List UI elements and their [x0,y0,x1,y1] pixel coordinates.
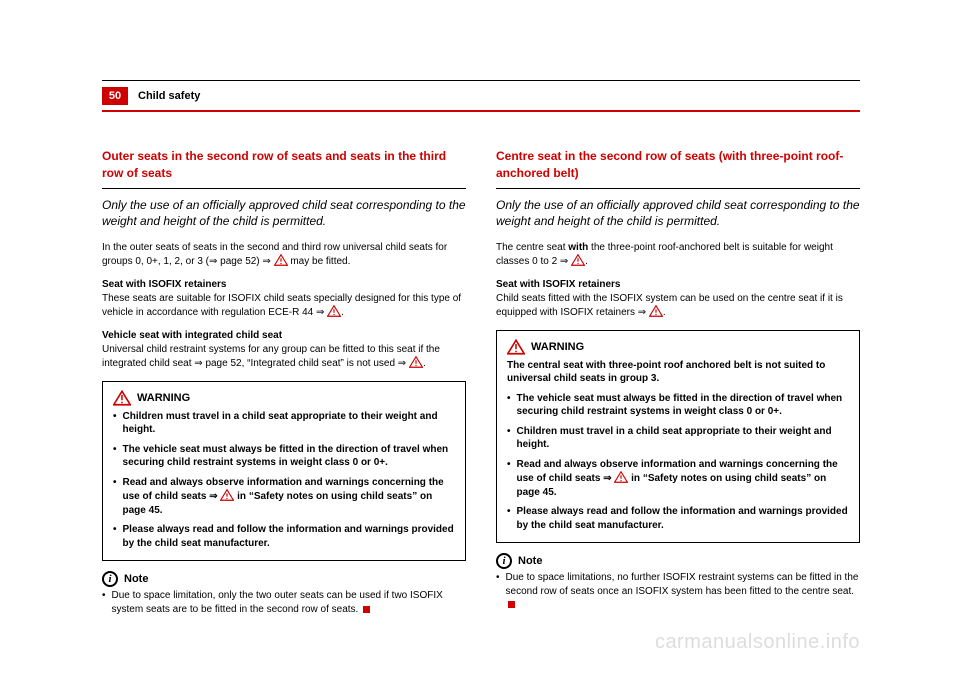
end-marker-icon [363,606,370,613]
text: . [663,307,666,318]
end-marker-icon [508,601,515,608]
page: 50 Child safety Outer seats in the secon… [0,0,960,678]
section-title: Child safety [138,90,200,102]
bullet-icon: • [507,458,511,500]
left-subhead-1: Seat with ISOFIX retainers [102,279,466,290]
text: Due to space limitations, no further ISO… [506,571,860,612]
text: Please always read and follow the inform… [123,523,455,550]
warning-header: WARNING [113,390,455,406]
left-intro: Only the use of an officially approved c… [102,197,466,229]
warning-body: The central seat with three-point roof a… [507,359,849,533]
warning-label: WARNING [531,341,584,353]
content-columns: Outer seats in the second row of seats a… [102,148,860,616]
watermark: carmanualsonline.info [655,631,860,654]
text: Read and always observe information and … [123,476,455,518]
text: may be fitted. [288,256,351,267]
text: The vehicle seat must always be fitted i… [123,443,455,470]
left-para-2: These seats are suitable for ISOFIX chil… [102,292,466,320]
warning-triangle-icon [507,339,525,355]
text: . [341,307,344,318]
text: The centre seat [496,242,568,253]
page-number: 50 [102,87,128,105]
text: Universal child restraint systems for an… [102,344,440,370]
right-column: Centre seat in the second row of seats (… [496,148,860,616]
header-rule [102,80,860,81]
right-heading: Centre seat in the second row of seats (… [496,148,860,182]
bullet-icon: • [507,392,511,419]
left-note-body: • Due to space limitation, only the two … [102,589,466,616]
info-icon: i [496,553,512,569]
left-heading: Outer seats in the second row of seats a… [102,148,466,182]
text: Due to space limitation, only the two ou… [112,590,443,615]
right-warning-box: WARNING The central seat with three-poin… [496,330,860,544]
left-para-1: In the outer seats of seats in the secon… [102,241,466,269]
note-label: Note [518,555,542,567]
left-subhead-2: Vehicle seat with integrated child seat [102,330,466,341]
text: These seats are suitable for ISOFIX chil… [102,293,461,319]
text: Children must travel in a child seat app… [517,425,849,452]
text: Due to space limitation, only the two ou… [112,589,466,616]
text: Child seats fitted with the ISOFIX syste… [496,293,843,319]
text-bold: with [568,242,588,253]
bullet-icon: • [113,443,117,470]
bullet-icon: • [113,523,117,550]
text: . [585,256,588,267]
note-label: Note [124,573,148,585]
warning-triangle-icon [327,305,341,317]
text: Children must travel in a child seat app… [123,410,455,437]
right-para-1: The centre seat with the three-point roo… [496,241,860,269]
right-subhead-1: Seat with ISOFIX retainers [496,279,860,290]
warning-header: WARNING [507,339,849,355]
text: . [423,358,426,369]
text: Due to space limitations, no further ISO… [506,572,859,597]
left-para-3: Universal child restraint systems for an… [102,343,466,371]
left-warning-box: WARNING •Children must travel in a child… [102,381,466,562]
text: The vehicle seat must always be fitted i… [517,392,849,419]
info-icon: i [102,571,118,587]
bullet-icon: • [496,571,500,612]
warning-triangle-icon [409,356,423,368]
right-note-body: • Due to space limitations, no further I… [496,571,860,612]
warning-body: •Children must travel in a child seat ap… [113,410,455,551]
rule [496,188,860,189]
bullet-icon: • [113,476,117,518]
left-column: Outer seats in the second row of seats a… [102,148,466,616]
bullet-icon: • [507,425,511,452]
text: Please always read and follow the inform… [517,505,849,532]
warning-label: WARNING [137,392,190,404]
warning-triangle-icon [113,390,131,406]
note-header: i Note [102,571,466,587]
accent-rule [102,110,860,112]
warning-triangle-icon [614,471,628,483]
bullet-icon: • [507,505,511,532]
bullet-icon: • [113,410,117,437]
warning-triangle-icon [571,254,585,266]
warning-triangle-icon [220,489,234,501]
warning-triangle-icon [274,254,288,266]
warning-triangle-icon [649,305,663,317]
right-intro: Only the use of an officially approved c… [496,197,860,229]
text: Read and always observe information and … [517,458,849,500]
text: The central seat with three-point roof a… [507,359,849,386]
rule [102,188,466,189]
right-para-2: Child seats fitted with the ISOFIX syste… [496,292,860,320]
note-header: i Note [496,553,860,569]
bullet-icon: • [102,589,106,616]
